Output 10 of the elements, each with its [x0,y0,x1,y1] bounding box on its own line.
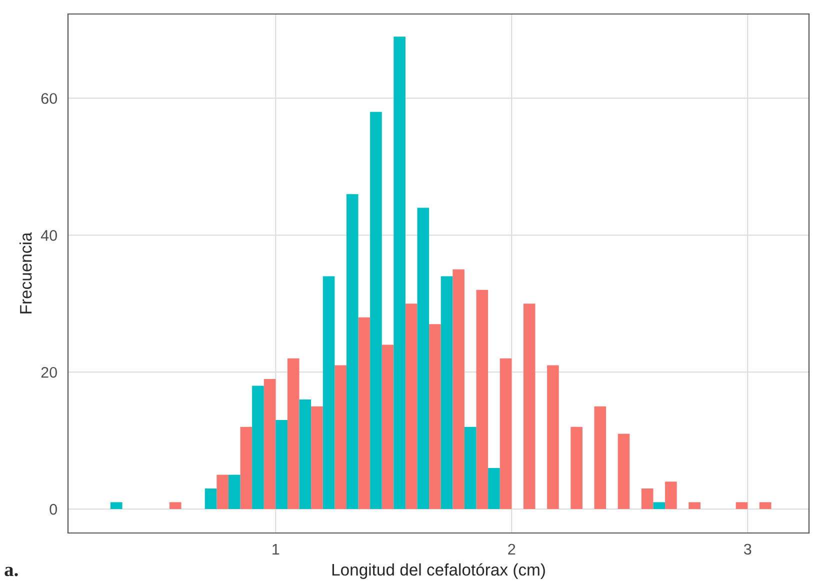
y-tick-label: 60 [41,93,57,104]
y-tick-label: 20 [41,366,57,378]
x-tick-label: 3 [744,544,752,555]
y-tick-label: 0 [50,504,57,515]
x-tick-label: 1 [272,544,280,554]
x-axis-title: Longitud del cefalotórax (cm) [332,563,545,579]
text: a. [4,566,18,576]
x-tick-label: 2 [508,544,516,554]
y-tick-label: 40 [40,230,57,241]
y-axis-title: Frecuencia [20,232,32,314]
